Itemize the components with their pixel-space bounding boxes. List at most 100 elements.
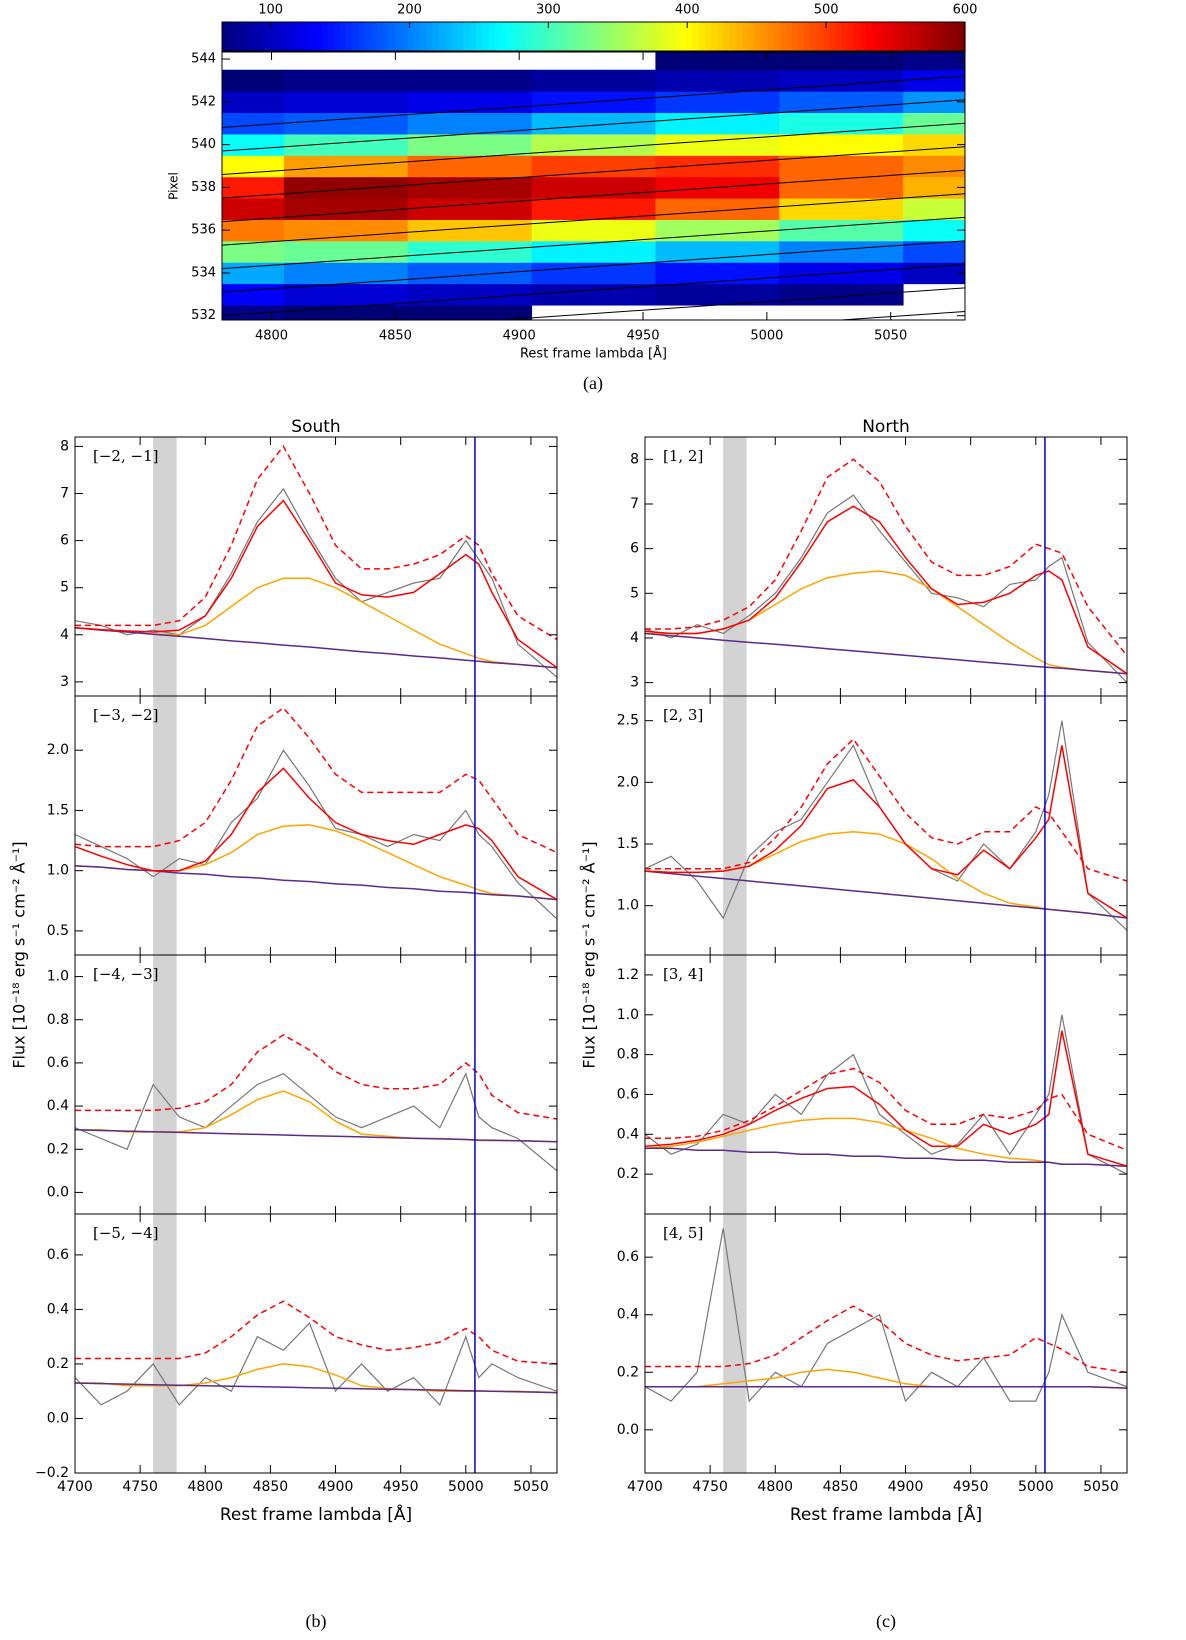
- heat-cell: [903, 176, 965, 199]
- heat-cell: [903, 198, 965, 220]
- heat-cell: [779, 198, 904, 220]
- colorbar-cell: [692, 22, 700, 51]
- colorbar-cell: [352, 22, 359, 51]
- heat-cell: [283, 283, 409, 306]
- colorbar-cell: [810, 22, 817, 51]
- y-axis-label: Flux [10⁻¹⁸ erg s⁻¹ cm⁻² Å⁻¹]: [580, 841, 599, 1068]
- trace-line: [222, 75, 965, 129]
- heat-cell: [283, 305, 409, 320]
- heat-cell: [779, 219, 904, 242]
- spectrum-line: [645, 830, 1127, 919]
- colorbar-cell: [859, 22, 867, 51]
- plot-area: [645, 1214, 1127, 1473]
- heat-cell: [222, 240, 285, 263]
- colorbar-cell: [865, 22, 873, 51]
- y-tick-label: 0.2: [617, 1364, 639, 1380]
- y-tick-label: 7: [630, 496, 639, 512]
- heat-cell: [222, 91, 285, 114]
- colorbar-cell: [940, 22, 948, 51]
- colorbar-cell: [667, 22, 675, 51]
- colorbar-cell: [828, 22, 836, 51]
- heat-cell: [779, 283, 904, 306]
- spectrum-line: [645, 1030, 1127, 1167]
- heat-cell: [655, 112, 780, 135]
- heat-cell: [779, 133, 904, 156]
- colorbar-cell: [333, 22, 341, 51]
- spectrum-line: [75, 626, 557, 669]
- y-tick-label: 2.0: [617, 774, 639, 790]
- x-tick-label: 5050: [513, 1479, 549, 1495]
- colorbar-cell: [903, 22, 910, 51]
- colorbar-cell: [469, 22, 477, 51]
- spectrum-line: [645, 1067, 1127, 1151]
- trace-line: [222, 122, 965, 176]
- heat-cell: [407, 219, 533, 242]
- x-tick-label: 4900: [503, 329, 536, 344]
- y-tick-label: 536: [191, 223, 216, 238]
- spectrum-line: [645, 1117, 1127, 1167]
- colorbar-cell: [283, 22, 291, 51]
- y-tick-label: 542: [191, 94, 216, 109]
- heat-cell: [283, 112, 409, 135]
- colorbar-cell: [766, 22, 774, 51]
- y-tick-label: 0.6: [617, 1086, 639, 1102]
- y-tick-label: 1.2: [617, 967, 639, 983]
- y-tick-label: 0.0: [617, 1422, 639, 1438]
- heat-cell: [655, 91, 780, 114]
- colorbar-cell: [339, 22, 347, 51]
- heat-cell: [283, 91, 409, 114]
- colorbar-cell: [655, 22, 663, 51]
- heatmap: [222, 52, 965, 320]
- masked-region: [153, 696, 177, 955]
- colorbar-cell: [506, 22, 514, 51]
- x-axis-label: Rest frame lambda [Å]: [790, 1503, 982, 1525]
- heat-cell: [283, 262, 409, 285]
- panel-label: [2, 3]: [663, 706, 703, 724]
- spectrum-line: [75, 445, 557, 641]
- heat-cell: [531, 155, 656, 178]
- spectrum-line: [75, 706, 557, 854]
- colorbar-cell: [587, 22, 595, 51]
- colorbar-cell: [321, 22, 328, 51]
- colorbar-cell: [927, 22, 935, 51]
- masked-region: [723, 1214, 747, 1473]
- spectrum-line: [75, 499, 557, 669]
- plot-area: [645, 955, 1127, 1214]
- masked-region: [153, 1214, 177, 1473]
- x-tick-label: 4700: [627, 1479, 663, 1495]
- heat-cell: [903, 240, 965, 263]
- spectrum-line: [645, 1228, 1127, 1403]
- colorbar-cell: [519, 22, 526, 51]
- x-tick-label: 5050: [874, 329, 907, 344]
- trace-line: [222, 216, 965, 270]
- spectrum-line: [645, 494, 1127, 684]
- colorbar-cell: [872, 22, 879, 51]
- colorbar-cell: [822, 22, 830, 51]
- heat-cell: [407, 198, 533, 220]
- colorbar-cell: [556, 22, 564, 51]
- y-tick-label: 1.5: [617, 836, 639, 852]
- column-title: South: [291, 417, 340, 437]
- panel-label: [−3, −2]: [93, 706, 158, 724]
- colorbar-cell: [407, 22, 415, 51]
- heat-cell: [779, 91, 904, 114]
- heat-cell: [655, 69, 780, 92]
- heat-cell: [283, 133, 409, 156]
- colorbar-cell: [438, 22, 446, 51]
- colorbar-cell: [500, 22, 508, 51]
- x-tick-label: 5000: [448, 1479, 484, 1495]
- axes-frame: [644, 954, 1128, 1215]
- colorbar-cell: [630, 22, 638, 51]
- heat-cell: [222, 219, 285, 242]
- colorbar-cell: [921, 22, 929, 51]
- colorbar-cell: [816, 22, 824, 51]
- colorbar-cell: [711, 22, 718, 51]
- colorbar-cell: [847, 22, 855, 51]
- colorbar-frame: [221, 21, 966, 52]
- colorbar-cell: [482, 22, 489, 51]
- x-tick-label: 5050: [1083, 1479, 1119, 1495]
- x-tick-label: 4700: [57, 1479, 93, 1495]
- axes-frame: [74, 1213, 558, 1474]
- heat-cell: [655, 52, 780, 71]
- colorbar-cell: [952, 22, 960, 51]
